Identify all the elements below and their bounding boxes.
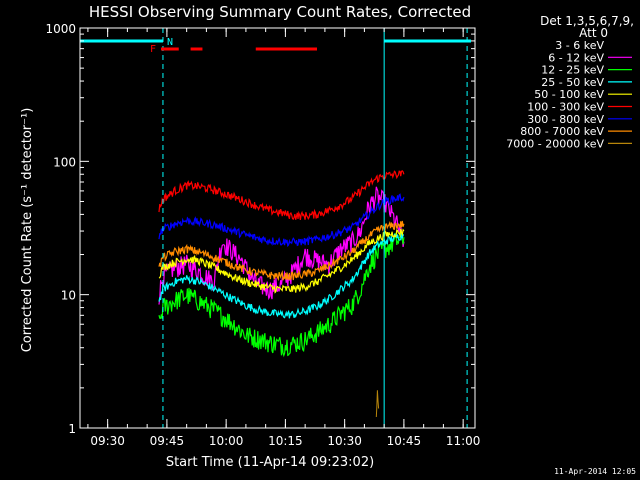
series-line-25-50-kev — [158, 233, 404, 319]
footer-date: 11-Apr-2014 12:05 — [554, 467, 636, 476]
flare-flag-label: F — [150, 44, 156, 55]
x-tick-label: 10:45 — [387, 434, 422, 448]
x-tick-label: 10:00 — [209, 434, 244, 448]
legend-header-attenuator: Att 0 — [579, 26, 608, 40]
y-axis-label: Corrected Count Rate (s⁻¹ detector⁻¹) — [20, 108, 35, 353]
series-line-12-25-kev — [158, 230, 405, 358]
legend-label-800-7000-kev: 800 - 7000 keV — [520, 125, 604, 138]
legend-label-3-6-kev: 3 - 6 keV — [555, 39, 604, 52]
y-tick-label: 1 — [68, 422, 76, 436]
x-tick-label: 11:00 — [446, 434, 481, 448]
series-line-100-300-kev — [158, 170, 405, 221]
plot-frame — [79, 27, 476, 429]
plot-area: FN — [80, 28, 472, 428]
legend-label-12-25-kev: 12 - 25 keV — [541, 64, 604, 77]
y-tick-label: 100 — [53, 155, 76, 169]
legend-header-detectors: Det 1,3,5,6,7,9, — [540, 14, 634, 28]
x-tick-label: 10:30 — [327, 434, 362, 448]
y-tick-label: 10 — [61, 289, 76, 303]
legend-label-25-50-kev: 25 - 50 keV — [541, 76, 604, 89]
axes: 1 10 100 1000 09:30 09:45 10:00 10:15 10:30 10:45… — [45, 22, 480, 448]
series-line-6-12-kev — [158, 186, 405, 305]
legend-label-100-300-kev: 100 - 300 keV — [527, 101, 604, 114]
series-line-3-6-kev — [158, 156, 405, 215]
chart-title: HESSI Observing Summary Count Rates, Cor… — [89, 3, 471, 21]
x-tick-label: 10:15 — [268, 434, 303, 448]
y-tick-label: 1000 — [45, 22, 76, 36]
series-line-50-100-kev — [158, 228, 405, 294]
night-flag-label: N — [167, 37, 173, 48]
legend-label-50-100-kev: 50 - 100 keV — [534, 88, 604, 101]
legend-label-7000-20000-kev: 7000 - 20000 keV — [506, 137, 604, 150]
series-line-300-800-kev — [158, 193, 405, 248]
x-tick-label: 09:30 — [90, 434, 125, 448]
x-tick-label: 09:45 — [150, 434, 185, 448]
x-axis-label: Start Time (11-Apr-14 09:23:02) — [166, 455, 374, 470]
legend-label-6-12-kev: 6 - 12 keV — [548, 51, 604, 64]
series-line-7000-20000-kev — [375, 390, 380, 418]
series-line-800-7000-kev — [158, 220, 405, 282]
legend-label-300-800-kev: 300 - 800 keV — [527, 113, 604, 126]
